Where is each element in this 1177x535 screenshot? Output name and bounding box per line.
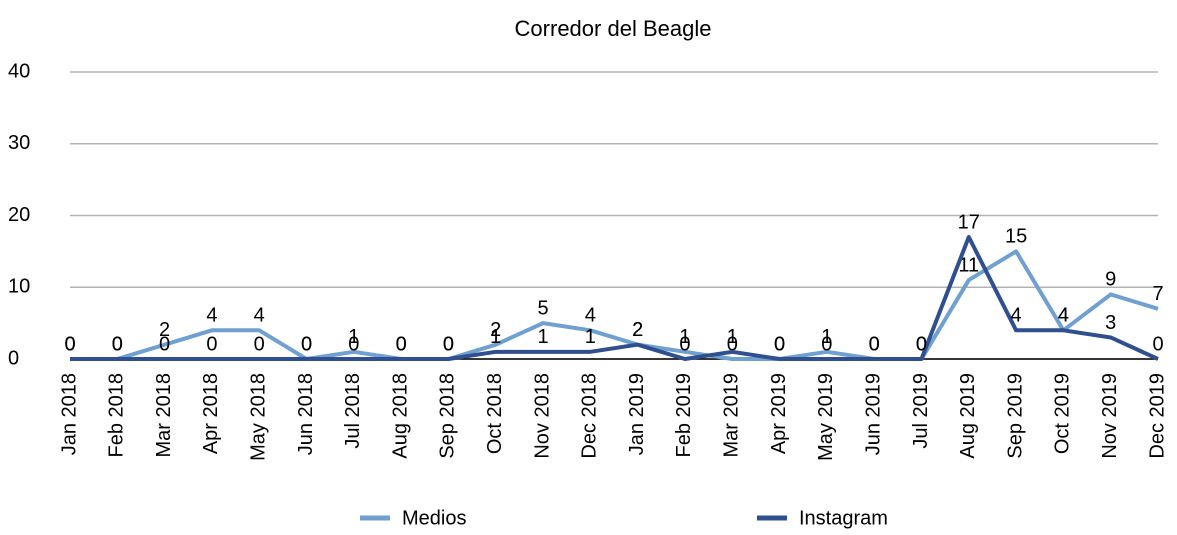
data-label: 4 <box>206 305 217 327</box>
x-tick-label: Nov 2019 <box>1099 373 1121 459</box>
data-label: 1 <box>490 326 501 348</box>
y-tick-label: 10 <box>8 276 30 298</box>
data-label: 2 <box>159 319 170 341</box>
x-tick-label: May 2018 <box>247 373 269 461</box>
data-label: 0 <box>396 333 407 355</box>
data-label: 0 <box>254 333 265 355</box>
data-label: 0 <box>774 333 785 355</box>
data-label: 0 <box>774 333 785 355</box>
data-label: 0 <box>64 333 75 355</box>
data-label: 1 <box>348 326 359 348</box>
data-label: 5 <box>537 297 548 319</box>
data-label: 0 <box>64 333 75 355</box>
x-tick-label: Oct 2018 <box>484 373 506 454</box>
data-label: 0 <box>301 333 312 355</box>
data-label: 3 <box>1105 312 1116 334</box>
data-label: 2 <box>632 319 643 341</box>
x-tick-label: Jul 2019 <box>910 373 932 449</box>
x-tick-label: Jun 2019 <box>862 373 884 455</box>
x-tick-label: Feb 2018 <box>106 373 128 458</box>
x-tick-label: Dec 2019 <box>1146 373 1168 459</box>
data-label: 4 <box>1058 305 1069 327</box>
series-line <box>70 235 1159 361</box>
data-label: 11 <box>958 254 979 276</box>
data-label: 4 <box>254 305 265 327</box>
x-tick-label: May 2019 <box>815 373 837 461</box>
x-tick-label: Apr 2018 <box>200 373 222 454</box>
data-label: 1 <box>679 326 690 348</box>
legend-label: Instagram <box>799 507 888 529</box>
data-label: 4 <box>1058 305 1069 327</box>
x-tick-label: Mar 2019 <box>721 373 743 458</box>
data-label: 1 <box>727 326 738 348</box>
x-tick-label: Jan 2018 <box>58 373 80 455</box>
data-label: 0 <box>821 333 832 355</box>
x-tick-label: Aug 2018 <box>389 373 411 459</box>
x-tick-label: Dec 2018 <box>579 373 601 459</box>
data-label: 0 <box>301 333 312 355</box>
x-tick-label: Nov 2018 <box>531 373 553 459</box>
x-tick-label: Mar 2018 <box>153 373 175 458</box>
data-label: 1 <box>585 326 596 348</box>
x-tick-label: Feb 2019 <box>673 373 695 458</box>
x-tick-label: Jan 2019 <box>626 373 648 455</box>
y-tick-label: 20 <box>8 204 30 226</box>
x-tick-label: Aug 2019 <box>957 373 979 459</box>
data-label: 17 <box>958 211 980 233</box>
data-label: 1 <box>821 326 832 348</box>
data-label: 0 <box>112 333 123 355</box>
data-label: 0 <box>443 333 454 355</box>
data-label: 0 <box>916 333 927 355</box>
data-label: 0 <box>679 333 690 355</box>
data-label: 0 <box>159 333 170 355</box>
data-label: 1 <box>537 326 548 348</box>
x-tick-label: Jul 2018 <box>342 373 364 449</box>
x-tick-label: Jun 2018 <box>295 373 317 455</box>
series-line <box>70 249 1159 361</box>
data-label: 2 <box>632 319 643 341</box>
data-label: 0 <box>206 333 217 355</box>
y-tick-label: 30 <box>8 132 30 154</box>
data-label: 2 <box>490 319 501 341</box>
y-tick-label: 0 <box>8 347 19 369</box>
x-tick-label: Sep 2019 <box>1004 373 1026 459</box>
data-label: 0 <box>112 333 123 355</box>
data-label: 0 <box>443 333 454 355</box>
data-label: 15 <box>1005 226 1027 248</box>
legend-label: Medios <box>402 507 466 529</box>
x-tick-label: Apr 2019 <box>768 373 790 454</box>
data-label: 0 <box>869 333 880 355</box>
data-label: 0 <box>396 333 407 355</box>
x-tick-label: Sep 2018 <box>437 373 459 459</box>
data-label: 4 <box>585 305 596 327</box>
chart-title: Corredor del Beagle <box>515 16 712 41</box>
x-tick-label: Oct 2019 <box>1052 373 1074 454</box>
data-label: 0 <box>1152 333 1163 355</box>
data-label: 0 <box>916 333 927 355</box>
data-label: 0 <box>348 333 359 355</box>
data-label: 7 <box>1152 283 1163 305</box>
data-label: 0 <box>727 333 738 355</box>
data-label: 4 <box>1011 305 1022 327</box>
y-tick-label: 40 <box>8 60 30 82</box>
data-label: 9 <box>1105 269 1116 291</box>
data-label: 0 <box>869 333 880 355</box>
